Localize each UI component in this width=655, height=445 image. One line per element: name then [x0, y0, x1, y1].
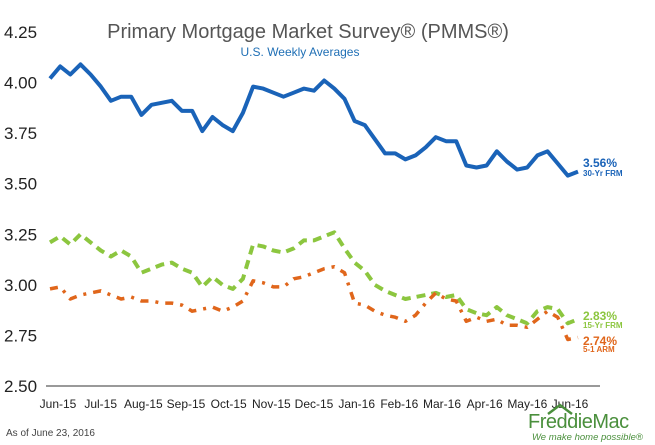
- x-tick-label: Dec-15: [295, 397, 334, 411]
- x-tick-label: Apr-16: [467, 397, 503, 411]
- x-tick-label: Feb-16: [380, 397, 418, 411]
- y-tick-label: 2.50: [4, 377, 37, 396]
- house-roof-icon: [547, 403, 573, 415]
- y-tick-label: 2.75: [4, 326, 37, 345]
- chart-subtitle: U.S. Weekly Averages: [241, 45, 360, 59]
- x-tick-label: Jun-15: [40, 397, 77, 411]
- x-tick-label: Jul-15: [84, 397, 117, 411]
- logo-text: FreddieMac: [528, 411, 629, 433]
- end-value-label: 2.83%: [583, 309, 617, 323]
- x-tick-label: Jan-16: [338, 397, 375, 411]
- y-tick-label: 3.25: [4, 225, 37, 244]
- y-tick-label: 4.00: [4, 74, 37, 93]
- x-tick-label: Nov-15: [252, 397, 291, 411]
- series-line-15-yr-frm: [48, 230, 579, 326]
- x-tick-label: May-16: [507, 397, 547, 411]
- series-end-labels: 3.56%30-Yr FRM 2.83%15-Yr FRM 2.74%5-1 ARM: [583, 156, 623, 354]
- end-series-name: 30-Yr FRM: [583, 169, 623, 178]
- y-tick-label: 3.00: [4, 276, 37, 295]
- chart-title: Primary Mortgage Market Survey® (PMMS®): [107, 21, 509, 43]
- end-series-name: 15-Yr FRM: [583, 321, 623, 330]
- x-tick-label: Sep-15: [167, 397, 206, 411]
- end-series-name: 5-1 ARM: [583, 345, 615, 354]
- logo-tagline: We make home possible®: [532, 432, 643, 443]
- y-axis: 4.25 4.00 3.75 3.50 3.25 3.00 2.75 2.50: [4, 23, 37, 396]
- y-tick-label: 3.75: [4, 124, 37, 143]
- x-axis: Jun-15 Jul-15 Aug-15 Sep-15 Oct-15 Nov-15 Dec-…: [40, 385, 600, 411]
- x-tick-label: Jun-16: [552, 397, 589, 411]
- x-tick-label: Oct-15: [211, 397, 247, 411]
- freddie-mac-logo: FreddieMac We make home possible®: [528, 403, 643, 443]
- series-line-5-1-arm: [49, 264, 579, 342]
- y-tick-label: 4.25: [4, 23, 37, 42]
- as-of-note: As of June 23, 2016: [6, 428, 95, 439]
- x-tick-label: Aug-15: [124, 397, 163, 411]
- end-value-label: 3.56%: [583, 156, 617, 170]
- series-group: [48, 62, 579, 342]
- end-value-label: 2.74%: [583, 334, 617, 348]
- series-line-30-yr-frm: [48, 62, 579, 178]
- x-tick-label: Mar-16: [423, 397, 461, 411]
- y-tick-label: 3.50: [4, 175, 37, 194]
